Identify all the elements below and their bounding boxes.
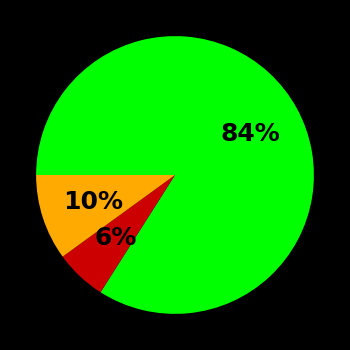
Wedge shape bbox=[36, 175, 175, 257]
Wedge shape bbox=[63, 175, 175, 292]
Text: 10%: 10% bbox=[63, 190, 123, 214]
Wedge shape bbox=[36, 36, 314, 314]
Text: 84%: 84% bbox=[220, 121, 280, 146]
Text: 6%: 6% bbox=[95, 226, 137, 250]
